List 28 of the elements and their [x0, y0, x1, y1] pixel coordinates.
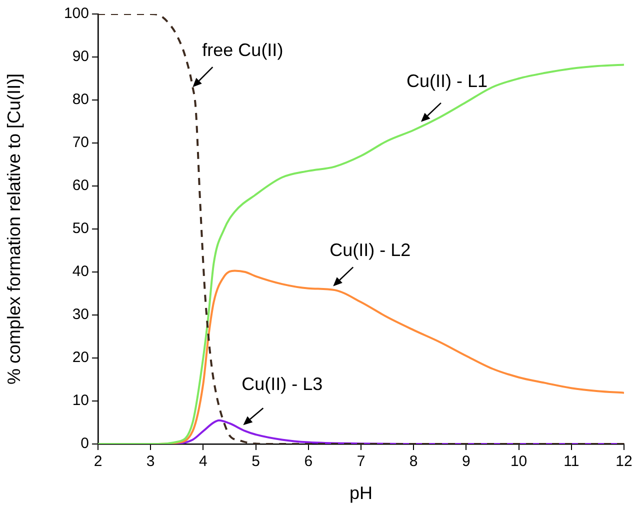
x-tick-label: 2: [94, 453, 102, 470]
x-tick-label: 9: [462, 453, 470, 470]
y-tick-label: 60: [72, 177, 89, 194]
y-tick-label: 80: [72, 91, 89, 108]
annotation: free Cu(II): [202, 40, 284, 60]
x-tick-label: 10: [510, 453, 528, 470]
x-tick-label: 6: [304, 453, 313, 470]
y-tick-label: 70: [72, 134, 89, 152]
y-tick-label: 30: [72, 306, 89, 324]
x-tick-label: 7: [356, 453, 366, 470]
x-tick-label: 4: [199, 453, 208, 470]
x-tick-label: 8: [409, 453, 418, 470]
y-tick-label: 100: [64, 5, 89, 22]
y-tick-label: 10: [72, 392, 89, 410]
y-axis-title: % complex formation relative to [Cu(II)]: [4, 73, 24, 385]
y-tick-label: 40: [72, 263, 89, 280]
x-tick-label: 3: [146, 453, 155, 470]
annotation: Cu(II) - L1: [406, 70, 488, 91]
y-tick-label: 90: [72, 48, 89, 66]
y-tick-label: 50: [72, 220, 89, 238]
y-tick-label: 0: [80, 435, 89, 452]
annotation: Cu(II) - L2: [330, 240, 411, 260]
x-tick-label: 11: [564, 453, 580, 470]
x-tick-label: 5: [252, 453, 260, 470]
annotation: Cu(II) - L3: [242, 374, 323, 394]
x-tick-label: 12: [616, 453, 632, 470]
x-axis-title: pH: [349, 483, 373, 504]
y-tick-label: 20: [72, 349, 89, 366]
